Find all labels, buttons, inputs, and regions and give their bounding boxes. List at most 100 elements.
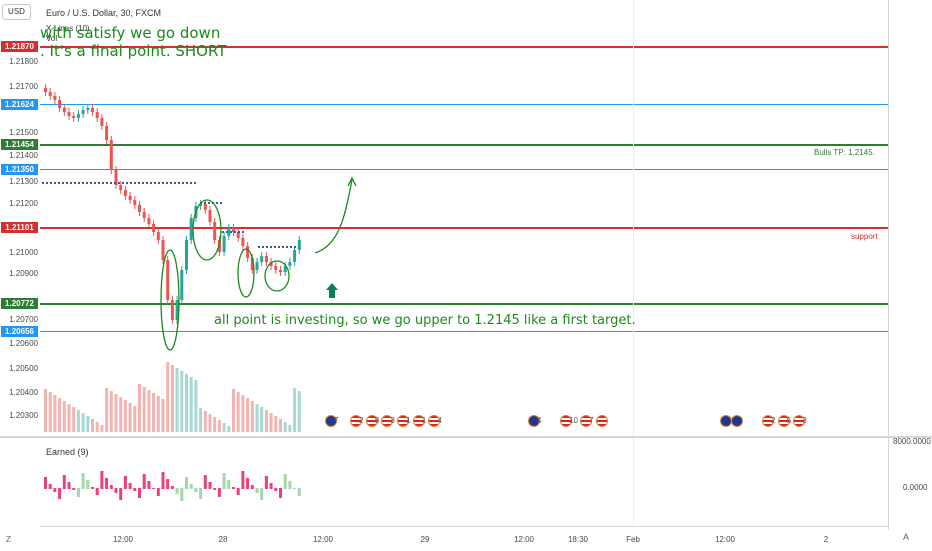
level-line-blue-1[interactable] bbox=[40, 104, 888, 105]
volume-bar bbox=[260, 407, 264, 432]
level-line-green-bottom[interactable] bbox=[40, 303, 888, 305]
candle-body bbox=[166, 260, 170, 300]
candle-body bbox=[175, 300, 179, 320]
price-label-badge[interactable]: 1.21870 bbox=[1, 41, 38, 52]
price-label-badge[interactable]: 1.21350 bbox=[1, 164, 38, 175]
candle-body bbox=[133, 200, 137, 205]
earned-bar bbox=[279, 488, 282, 498]
price-label-badge[interactable]: 1.21454 bbox=[1, 139, 38, 150]
volume-bar bbox=[255, 404, 259, 432]
event-flags-group-6[interactable]: 2 5 3 bbox=[762, 415, 807, 427]
us-flag-icon bbox=[365, 415, 378, 427]
price-tick: 1.21200 bbox=[9, 199, 38, 208]
event-flags-group-3[interactable]: 4 bbox=[528, 415, 541, 427]
earned-bar bbox=[250, 485, 254, 489]
volume-bar bbox=[199, 408, 203, 432]
candle-body bbox=[152, 224, 156, 232]
volume-bar bbox=[72, 407, 76, 432]
level-line-blue-2[interactable] bbox=[40, 169, 888, 170]
volume-bar bbox=[293, 388, 297, 432]
earned-bar bbox=[109, 485, 113, 489]
price-label-badge[interactable]: 1.21101 bbox=[1, 222, 38, 233]
earned-bar bbox=[152, 488, 156, 489]
symbol-legend[interactable]: Euro / U.S. Dollar, 30, FXCM bbox=[46, 8, 162, 18]
scale-tick-zero: 0.0000 bbox=[903, 483, 928, 492]
us-flag-icon bbox=[580, 415, 593, 427]
annotation-long[interactable]: all point is investing, so we go upper t… bbox=[214, 313, 636, 328]
candle-body bbox=[213, 222, 217, 240]
candle-body bbox=[199, 204, 203, 206]
earned-indicator-legend[interactable]: Earned (9) bbox=[46, 447, 89, 457]
volume-bar bbox=[227, 426, 231, 432]
indicator-vol-legend[interactable]: Vol bbox=[46, 34, 58, 43]
earned-bar bbox=[180, 488, 184, 501]
right-scale[interactable]: 8000.0000 0.0000 A bbox=[888, 0, 932, 542]
candle-body bbox=[114, 170, 118, 185]
bulls-tp-line[interactable] bbox=[40, 144, 888, 146]
resistance-line-red-top[interactable] bbox=[40, 46, 888, 48]
candle-body bbox=[147, 218, 151, 224]
price-label-badge[interactable]: 1.20772 bbox=[1, 298, 38, 309]
candle-body bbox=[123, 190, 127, 196]
time-tick: 12:00 bbox=[312, 535, 334, 544]
earned-bar bbox=[123, 476, 127, 489]
earned-bar bbox=[236, 488, 240, 495]
price-tick: 1.21300 bbox=[9, 177, 38, 186]
price-tick: 1.20300 bbox=[9, 411, 38, 420]
price-label-badge[interactable]: 1.21624 bbox=[1, 99, 38, 110]
volume-bar bbox=[288, 425, 292, 432]
volume-bar bbox=[241, 395, 245, 432]
volume-bar bbox=[138, 384, 141, 432]
us-flag-icon bbox=[793, 415, 806, 427]
earned-bar bbox=[194, 488, 198, 492]
event-flags-group-2[interactable]: 2 8 3 1 1 4 bbox=[350, 415, 442, 427]
pane-separator[interactable] bbox=[0, 436, 932, 438]
volume-bar bbox=[264, 410, 268, 432]
candle-body bbox=[72, 116, 76, 118]
time-axis[interactable] bbox=[40, 526, 888, 551]
candle-body bbox=[269, 262, 273, 266]
volume-bar bbox=[166, 362, 170, 432]
volume-bar bbox=[180, 371, 184, 432]
earned-bar bbox=[48, 484, 52, 489]
annotation-short-line2[interactable]: . It's a final point. SHORT bbox=[40, 42, 227, 60]
candle-body bbox=[246, 246, 250, 258]
us-flag-icon bbox=[350, 415, 362, 427]
volume-bar bbox=[76, 410, 80, 432]
goto-date-button[interactable]: Z bbox=[6, 535, 11, 544]
earned-bar bbox=[142, 474, 146, 489]
indicator-xlines-legend[interactable]: X-Lines (10) bbox=[46, 24, 90, 33]
earned-bar bbox=[161, 472, 165, 489]
support-line[interactable] bbox=[40, 227, 888, 229]
candle-body bbox=[161, 240, 165, 260]
price-tick: 1.21000 bbox=[9, 248, 38, 257]
price-label-badge[interactable]: 1.20656 bbox=[1, 326, 38, 337]
candle-body bbox=[128, 196, 132, 200]
price-axis[interactable]: USD 1.21800 1.21700 1.21500 1.21400 1.21300 1… bbox=[0, 0, 40, 430]
event-flags-group-1[interactable]: 7 bbox=[325, 415, 338, 427]
volume-bar bbox=[283, 422, 287, 432]
session-divider bbox=[633, 0, 634, 526]
candlestick-chart[interactable] bbox=[0, 0, 888, 526]
volume-bar bbox=[217, 420, 221, 432]
earned-bar bbox=[269, 483, 273, 489]
event-flags-group-4[interactable]: 10 7 bbox=[560, 415, 608, 427]
earned-bar bbox=[95, 488, 99, 495]
candle-body bbox=[255, 262, 259, 270]
candle-body bbox=[81, 110, 85, 114]
earned-bar bbox=[76, 488, 80, 497]
earned-bar bbox=[283, 474, 287, 489]
annotation-short-line1[interactable]: with satisfy we go down bbox=[40, 24, 221, 42]
auto-scale-button[interactable]: A bbox=[903, 532, 910, 542]
price-tick: 1.20600 bbox=[9, 339, 38, 348]
currency-button[interactable]: USD bbox=[2, 4, 31, 20]
earned-bar bbox=[105, 478, 109, 489]
volume-bar bbox=[100, 425, 104, 432]
price-tick: 1.21500 bbox=[9, 128, 38, 137]
event-flags-group-5[interactable] bbox=[720, 415, 744, 427]
earned-bar bbox=[133, 488, 137, 491]
level-line-blue-3[interactable] bbox=[40, 331, 888, 332]
candle-body bbox=[297, 240, 301, 250]
earned-bar bbox=[255, 488, 259, 493]
earned-bar bbox=[86, 480, 90, 489]
